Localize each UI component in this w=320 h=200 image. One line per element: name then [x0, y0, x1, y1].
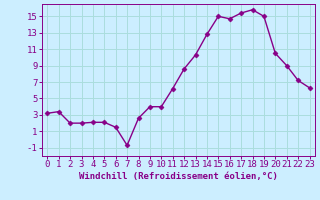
X-axis label: Windchill (Refroidissement éolien,°C): Windchill (Refroidissement éolien,°C) — [79, 172, 278, 181]
